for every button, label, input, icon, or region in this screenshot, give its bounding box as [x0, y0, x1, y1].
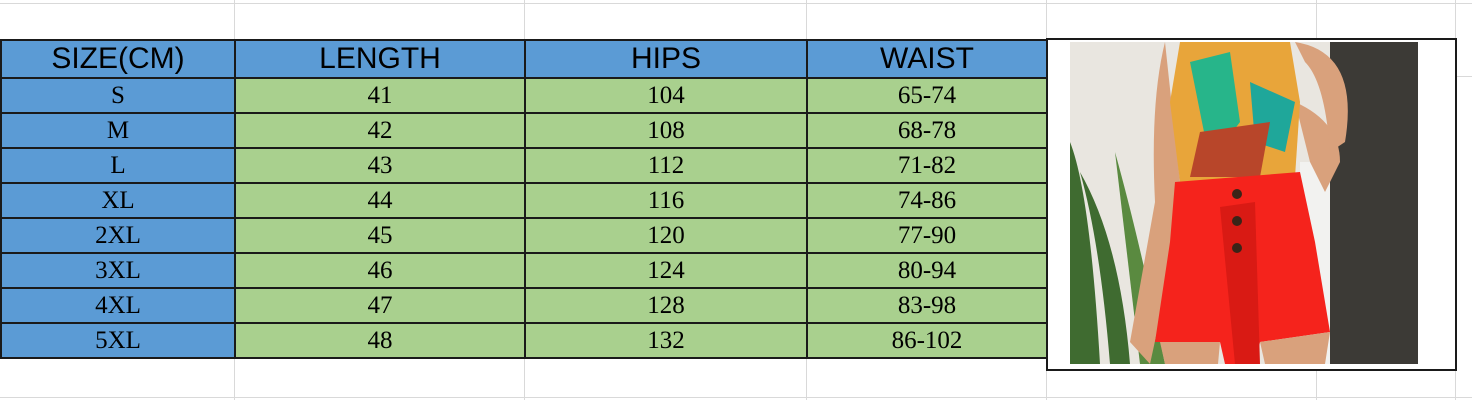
- table-row: S 41 104 65-74: [0, 77, 1048, 114]
- cell-size[interactable]: M: [0, 112, 236, 149]
- cell-length[interactable]: 44: [234, 182, 526, 219]
- cell-size[interactable]: L: [0, 147, 236, 184]
- cell-waist[interactable]: 83-98: [806, 287, 1048, 324]
- cell-hips[interactable]: 132: [524, 322, 808, 359]
- cell-size[interactable]: XL: [0, 182, 236, 219]
- cell-length[interactable]: 42: [234, 112, 526, 149]
- gridline: [0, 3, 1472, 4]
- cell-length[interactable]: 48: [234, 322, 526, 359]
- cell-waist[interactable]: 71-82: [806, 147, 1048, 184]
- product-image-cell: [1046, 38, 1457, 371]
- cell-hips[interactable]: 116: [524, 182, 808, 219]
- cell-hips[interactable]: 112: [524, 147, 808, 184]
- gridline: [0, 397, 1472, 398]
- cell-size[interactable]: 2XL: [0, 217, 236, 254]
- header-hips[interactable]: HIPS: [524, 39, 808, 79]
- table-row: XL 44 116 74-86: [0, 182, 1048, 219]
- cell-waist[interactable]: 74-86: [806, 182, 1048, 219]
- header-waist[interactable]: WAIST: [806, 39, 1048, 79]
- cell-length[interactable]: 45: [234, 217, 526, 254]
- cell-waist[interactable]: 86-102: [806, 322, 1048, 359]
- cell-waist[interactable]: 65-74: [806, 77, 1048, 114]
- header-row: SIZE(CM) LENGTH HIPS WAIST: [0, 39, 1048, 79]
- table-row: 5XL 48 132 86-102: [0, 322, 1048, 359]
- cell-length[interactable]: 41: [234, 77, 526, 114]
- cell-length[interactable]: 46: [234, 252, 526, 289]
- gridline: [1455, 76, 1472, 77]
- table-row: M 42 108 68-78: [0, 112, 1048, 149]
- cell-hips[interactable]: 104: [524, 77, 808, 114]
- table-row: 4XL 47 128 83-98: [0, 287, 1048, 324]
- cell-size[interactable]: 3XL: [0, 252, 236, 289]
- header-size[interactable]: SIZE(CM): [0, 39, 236, 79]
- header-length[interactable]: LENGTH: [234, 39, 526, 79]
- product-photo-icon[interactable]: [1070, 42, 1418, 364]
- cell-waist[interactable]: 80-94: [806, 252, 1048, 289]
- table-row: 3XL 46 124 80-94: [0, 252, 1048, 289]
- cell-size[interactable]: 5XL: [0, 322, 236, 359]
- cell-waist[interactable]: 77-90: [806, 217, 1048, 254]
- cell-hips[interactable]: 108: [524, 112, 808, 149]
- cell-waist[interactable]: 68-78: [806, 112, 1048, 149]
- table-row: L 43 112 71-82: [0, 147, 1048, 184]
- size-chart-table: SIZE(CM) LENGTH HIPS WAIST S 41 104 65-74 M 4…: [0, 39, 1048, 359]
- cell-size[interactable]: 4XL: [0, 287, 236, 324]
- cell-hips[interactable]: 124: [524, 252, 808, 289]
- cell-size[interactable]: S: [0, 77, 236, 114]
- cell-length[interactable]: 43: [234, 147, 526, 184]
- cell-hips[interactable]: 128: [524, 287, 808, 324]
- cell-length[interactable]: 47: [234, 287, 526, 324]
- table-row: 2XL 45 120 77-90: [0, 217, 1048, 254]
- cell-hips[interactable]: 120: [524, 217, 808, 254]
